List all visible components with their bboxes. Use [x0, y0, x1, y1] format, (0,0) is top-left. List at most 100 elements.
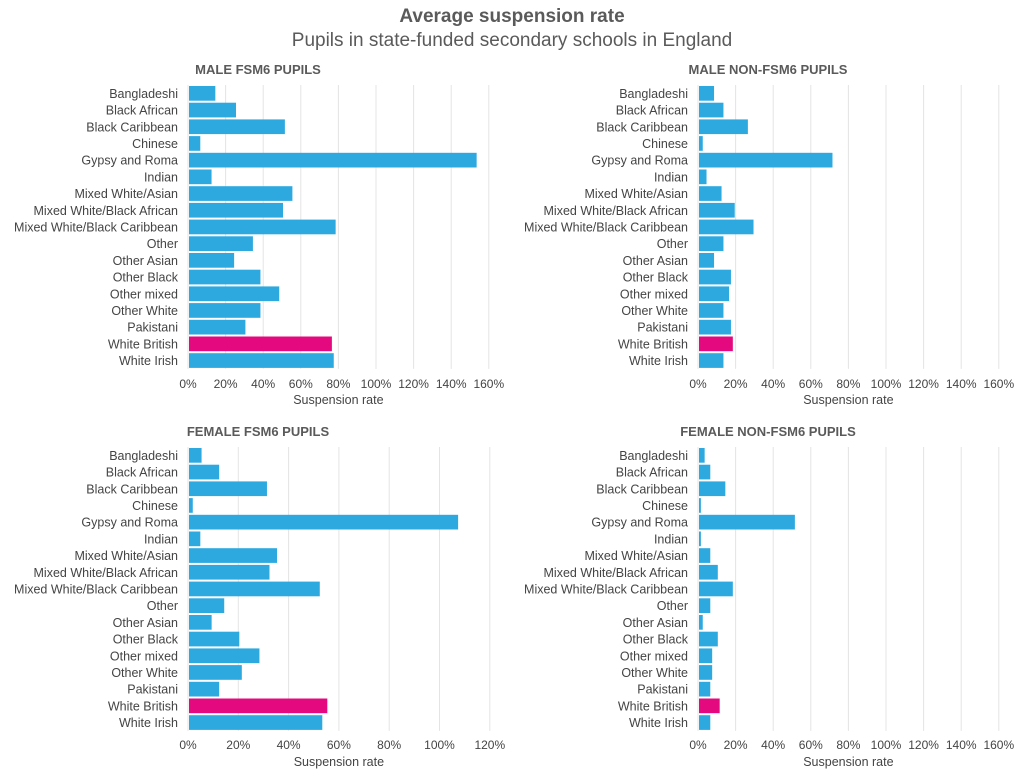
category-label: White British — [108, 699, 178, 713]
bar — [189, 102, 236, 118]
figure-subtitle: Pupils in state-funded secondary schools… — [292, 30, 732, 51]
category-label: Other mixed — [620, 649, 688, 663]
category-label: Black African — [616, 104, 688, 118]
bar — [699, 531, 701, 547]
category-label: Pakistani — [127, 683, 178, 697]
category-label: Other — [657, 237, 688, 251]
bar — [189, 86, 216, 101]
x-axis-title: Suspension rate — [803, 393, 893, 407]
category-label: Black African — [616, 466, 688, 480]
bar — [189, 648, 260, 664]
category-label: Pakistani — [637, 683, 688, 697]
x-tick-label: 140% — [946, 738, 977, 752]
category-label: Other Black — [623, 633, 689, 647]
category-label: Black Caribbean — [86, 120, 178, 134]
x-tick-label: 0% — [179, 377, 197, 391]
x-tick-label: 20% — [226, 738, 250, 752]
x-tick-label: 140% — [436, 377, 467, 391]
bar — [189, 186, 293, 201]
category-label: White Irish — [119, 716, 178, 730]
category-label: Other Black — [623, 271, 689, 285]
bar — [699, 136, 703, 151]
bar — [189, 448, 202, 463]
bar — [189, 286, 280, 302]
bar — [189, 253, 235, 268]
category-label: Chinese — [132, 137, 178, 151]
bar — [189, 269, 261, 285]
category-label: Mixed White/Black African — [544, 204, 689, 218]
bar — [189, 136, 201, 151]
category-label: Black African — [106, 466, 178, 480]
bar — [699, 202, 735, 218]
category-label: Mixed White/Black African — [34, 204, 179, 218]
bar — [699, 448, 705, 463]
bar — [699, 698, 720, 714]
x-axis-title: Suspension rate — [293, 393, 383, 407]
x-tick-label: 60% — [327, 738, 351, 752]
category-label: Mixed White/Black African — [544, 566, 689, 580]
bar — [699, 286, 730, 302]
bar — [189, 665, 242, 680]
x-tick-label: 60% — [799, 377, 823, 391]
bar — [189, 169, 212, 185]
bar — [189, 481, 267, 497]
bar — [189, 336, 332, 352]
bar — [189, 548, 278, 563]
category-label: Indian — [654, 170, 688, 184]
bar — [699, 498, 701, 513]
category-label: Bangladeshi — [109, 449, 178, 463]
category-label: White British — [618, 699, 688, 713]
category-label: Black Caribbean — [596, 482, 688, 496]
category-label: Gypsy and Roma — [81, 154, 178, 168]
category-label: Other White — [111, 666, 178, 680]
bar — [699, 715, 711, 730]
category-label: Chinese — [132, 499, 178, 513]
bar — [189, 498, 193, 513]
bar — [699, 648, 713, 664]
x-tick-label: 20% — [214, 377, 238, 391]
bar — [699, 631, 718, 647]
bar — [189, 303, 261, 318]
category-label: Black African — [106, 104, 178, 118]
x-tick-label: 160% — [473, 377, 504, 391]
chart-panel: FEMALE FSM6 PUPILS 0% 20% 40% 60% 80% 100% 120%… — [14, 424, 505, 769]
x-tick-label: 80% — [836, 738, 860, 752]
figure-title: Average suspension rate — [399, 6, 624, 27]
category-label: Mixed White/Black Caribbean — [524, 582, 688, 596]
category-label: Mixed White/Black Caribbean — [14, 220, 178, 234]
x-axis-title: Suspension rate — [803, 755, 893, 769]
bar — [699, 269, 731, 285]
category-label: Other White — [621, 304, 688, 318]
bar — [699, 564, 718, 580]
chart-panel: MALE NON-FSM6 PUPILS 0% 20% 40% 60% 80% 100% 12… — [524, 62, 1014, 407]
bar — [189, 631, 240, 647]
bar — [699, 464, 711, 480]
chart-panel: FEMALE NON-FSM6 PUPILS 0% 20% 40% 60% 80% 100%… — [524, 424, 1014, 769]
bar — [699, 236, 724, 251]
bar — [189, 464, 220, 480]
x-tick-label: 0% — [689, 738, 707, 752]
x-axis-title: Suspension rate — [294, 755, 384, 769]
x-tick-label: 40% — [277, 738, 301, 752]
bar — [699, 186, 722, 201]
x-tick-label: 20% — [724, 738, 748, 752]
bar — [699, 615, 703, 630]
bar — [699, 681, 711, 697]
x-tick-label: 140% — [946, 377, 977, 391]
category-label: Pakistani — [637, 321, 688, 335]
bar — [699, 481, 726, 497]
x-tick-label: 120% — [474, 738, 505, 752]
category-label: Bangladeshi — [619, 87, 688, 101]
x-tick-label: 100% — [361, 377, 392, 391]
category-label: Other White — [621, 666, 688, 680]
category-label: Other Asian — [623, 254, 688, 268]
category-label: Black Caribbean — [596, 120, 688, 134]
category-label: Indian — [654, 532, 688, 546]
category-label: Gypsy and Roma — [81, 516, 178, 530]
x-tick-label: 80% — [836, 377, 860, 391]
bar — [189, 598, 225, 613]
x-tick-label: 100% — [424, 738, 455, 752]
category-label: Mixed White/Black Caribbean — [524, 220, 688, 234]
